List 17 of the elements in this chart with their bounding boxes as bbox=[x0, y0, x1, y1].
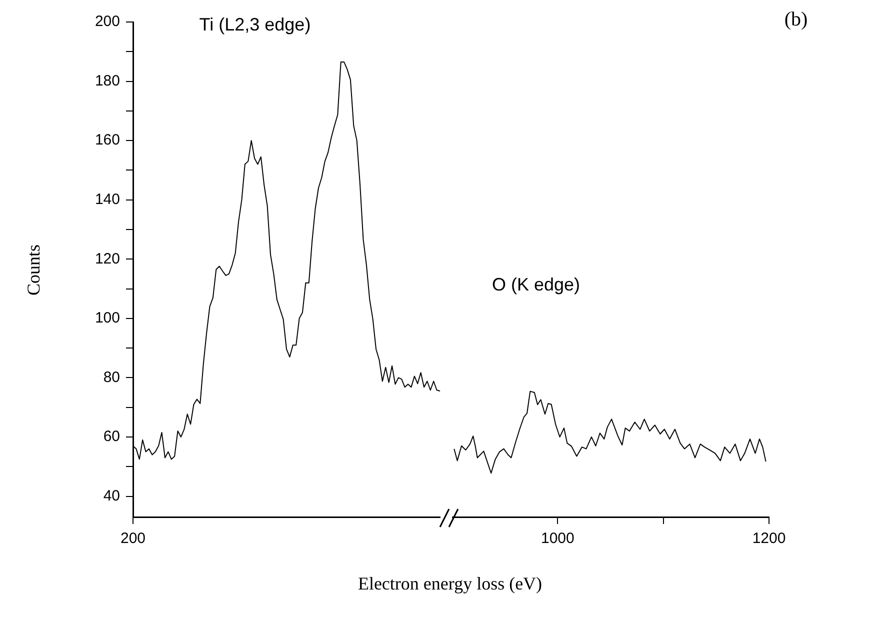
y-tick-label: 120 bbox=[94, 250, 120, 268]
y-axis-title: Counts bbox=[24, 244, 44, 296]
x-tick-label: 200 bbox=[120, 530, 146, 548]
text: (b) bbox=[784, 8, 808, 32]
annotation: Ti (L2,3 edge) bbox=[199, 14, 311, 36]
y-tick-label: 40 bbox=[103, 487, 120, 504]
y-tick-label: 80 bbox=[103, 368, 120, 386]
y-tick-label: 180 bbox=[94, 72, 120, 90]
x-axis-title: Electron energy loss (eV) bbox=[358, 574, 542, 594]
y-tick-label: 160 bbox=[94, 132, 120, 149]
x-tick-label: 1200 bbox=[752, 530, 786, 548]
y-tick-label: 60 bbox=[103, 428, 120, 446]
annotation: O (K edge) bbox=[492, 274, 580, 296]
x-tick-label: 1000 bbox=[540, 530, 574, 548]
y-tick-label: 200 bbox=[94, 13, 120, 30]
y-tick-label: 100 bbox=[94, 310, 120, 327]
y-tick-label: 140 bbox=[94, 190, 120, 208]
